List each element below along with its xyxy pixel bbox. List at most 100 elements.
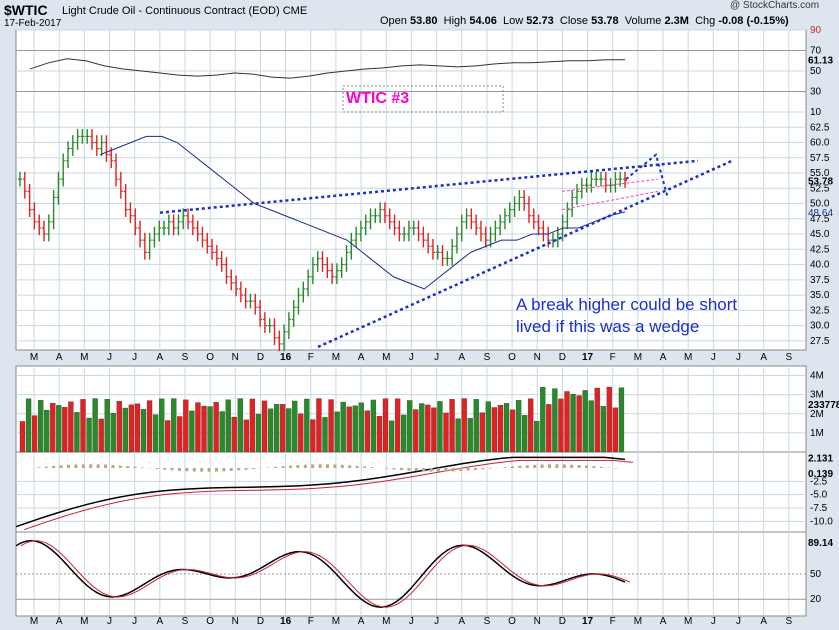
- volume-bar: [588, 400, 594, 453]
- x-tick-label: O: [508, 352, 516, 363]
- macd-histogram-bar: [429, 468, 433, 472]
- x-tick-label: M: [684, 352, 692, 363]
- volume-bar: [92, 398, 98, 453]
- volume-bar: [146, 400, 153, 453]
- macd-histogram-bar: [155, 468, 159, 469]
- x-tick-label: M: [634, 616, 642, 627]
- macd-histogram-bar: [207, 468, 211, 472]
- y-tick-label: 37.5: [810, 275, 830, 286]
- x-tick-label: A: [458, 616, 465, 627]
- x-tick-label: O: [206, 352, 214, 363]
- volume-bar: [419, 403, 425, 453]
- sto-last-value: 89.14: [808, 538, 833, 549]
- x-tick-label: J: [434, 616, 439, 627]
- x-tick-label: M: [332, 616, 340, 627]
- volume-bar: [50, 402, 56, 453]
- vol-tick-label: 2M: [810, 409, 824, 420]
- x-tick-label: F: [308, 352, 314, 363]
- macd-histogram-bar: [163, 468, 167, 470]
- volume-value: 2.3M: [664, 15, 689, 27]
- wtic-box: [342, 85, 504, 113]
- upper-trendline: [159, 159, 699, 214]
- y-tick-label: 42.5: [810, 244, 830, 255]
- macd-histogram-bar: [548, 464, 551, 468]
- volume-bar: [546, 404, 552, 453]
- macd-histogram-bar: [340, 464, 344, 468]
- x-tick-label: S: [484, 352, 491, 363]
- volume-bar: [467, 418, 473, 453]
- description-text: Light Crude Oil - Continuous Contract (E…: [62, 5, 280, 17]
- volume-bar: [394, 398, 401, 453]
- macd-histogram-bar: [570, 464, 574, 468]
- x-tick-label: M: [80, 352, 88, 363]
- x-tick-label: J: [711, 352, 716, 363]
- symbol-text: $WTIC: [4, 2, 48, 18]
- x-tick-label: D: [257, 352, 264, 363]
- x-tick-label: 17: [582, 616, 594, 627]
- macd-histogram-bar: [599, 466, 603, 468]
- x-tick-label: J: [409, 352, 414, 363]
- macd-tick-label: -5.0: [810, 490, 828, 501]
- macd-histogram-bar: [562, 464, 566, 468]
- macd-histogram-bar: [592, 466, 596, 468]
- x-tick-label: F: [610, 352, 616, 363]
- ohlc-quote: Open 53.80 High 54.06 Low 52.73 Close 53…: [380, 15, 789, 27]
- macd-histogram-bar: [481, 468, 485, 470]
- x-tick-label: M: [30, 616, 38, 627]
- x-tick-label: M: [382, 616, 390, 627]
- sto-tick-label: 20: [810, 594, 822, 605]
- macd-histogram-bar: [466, 468, 470, 471]
- macd-histogram-bar: [244, 468, 248, 470]
- volume-bar: [340, 401, 346, 453]
- volume-label: Volume: [624, 15, 662, 27]
- macd-histogram-bar: [400, 468, 403, 471]
- macd-histogram-bar: [281, 466, 285, 468]
- macd-last-value-2: 0.139: [808, 469, 833, 480]
- macd-last-value-1: 2.131: [808, 453, 833, 464]
- x-tick-label: J: [434, 352, 439, 363]
- volume-bar: [195, 402, 201, 453]
- x-tick-label: A: [458, 352, 465, 363]
- volume-bar: [225, 399, 231, 453]
- volume-bar: [201, 405, 207, 453]
- volume-bar: [134, 403, 141, 453]
- volume-bar: [249, 398, 256, 453]
- x-tick-label: 16: [280, 352, 292, 363]
- volume-bar: [25, 398, 32, 453]
- macd-histogram-bar: [422, 468, 426, 472]
- low-value: 52.73: [526, 15, 554, 27]
- volume-bar: [219, 411, 225, 453]
- x-tick-label: M: [634, 352, 642, 363]
- y-tick-label: 27.5: [810, 336, 830, 347]
- macd-histogram-bar: [296, 465, 300, 468]
- volume-bar: [461, 398, 467, 453]
- volume-bar: [322, 417, 328, 453]
- x-tick-label: A: [358, 616, 365, 627]
- volume-bar: [582, 390, 588, 453]
- macd-tick-label: -10.0: [810, 516, 833, 527]
- note-line-1: A break higher could be short: [516, 295, 738, 314]
- volume-bar: [376, 416, 383, 453]
- volume-bar: [497, 405, 504, 453]
- volume-bar: [261, 400, 268, 453]
- x-tick-label: S: [484, 616, 491, 627]
- y-tick-label: 55.0: [810, 168, 830, 179]
- volume-bar: [473, 399, 479, 453]
- volume-bar: [485, 401, 492, 453]
- macd-histogram-bar: [52, 465, 56, 468]
- volume-bar: [425, 404, 431, 453]
- note-annotation: A break higher could be short lived if t…: [516, 294, 737, 338]
- volume-bar: [491, 407, 498, 453]
- x-tick-label: A: [358, 352, 365, 363]
- x-tick-label: J: [132, 352, 137, 363]
- macd-line: [15, 456, 626, 528]
- macd-histogram-bar: [370, 467, 374, 468]
- macd-histogram-bar: [104, 464, 107, 468]
- macd-histogram-bar: [89, 464, 93, 468]
- vol-tick-label: 4M: [810, 371, 824, 382]
- volume-bar: [382, 398, 389, 453]
- volume-bar: [237, 398, 243, 453]
- volume-bar: [183, 399, 189, 453]
- volume-bar: [334, 411, 340, 453]
